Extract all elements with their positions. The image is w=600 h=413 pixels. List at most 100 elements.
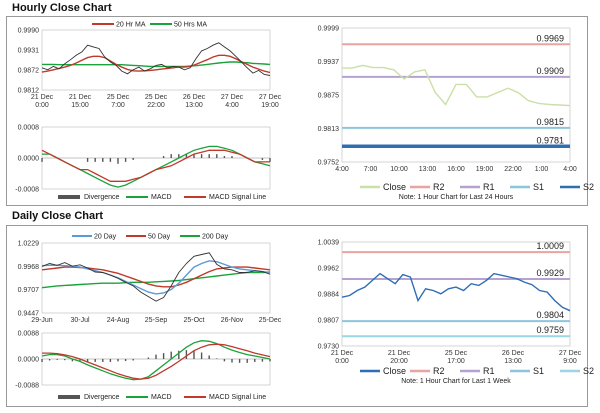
daily-pivot-s2-level-label: 0.9759 (536, 325, 564, 335)
daily-price-x-tick-5: 26-Nov (221, 317, 244, 324)
daily-pivot-s1-level-label: 0.9804 (536, 310, 564, 320)
daily-price-plot-area (41, 242, 271, 314)
hourly-pivot-y-tick-0: 0.9999 (318, 26, 340, 33)
daily-pivot-close-line (341, 272, 571, 312)
hourly-pivot-y-tick-1: 0.9937 (318, 59, 340, 66)
hourly-50hr-ma-line (42, 61, 271, 68)
daily-pivot-legend-label-2: R1 (483, 366, 495, 376)
hourly-pivot-x-tick-7: 1:00 (535, 166, 549, 173)
hourly-price-x-tick-0-b: 0:00 (35, 102, 49, 109)
daily-pivot-y-tick-1: 0.9962 (318, 266, 340, 273)
daily-pivot-legend-label-3: S1 (533, 366, 544, 376)
daily-pivot-r1-level-label: 0.9929 (536, 268, 564, 278)
daily-pivot-legend-label-0: Close (383, 366, 406, 376)
daily-pivot-r2-level-label: 1.0009 (536, 241, 564, 251)
daily-legend-20day-label: 20 Day (94, 234, 117, 241)
daily-legend-macd-label: MACD (151, 394, 172, 401)
hourly-legend-20hr-label: 20 Hr MA (116, 22, 146, 29)
hourly-price-x-tick-1-b: 15:00 (71, 102, 89, 109)
hourly-price-y-tick-1: 0.9931 (18, 47, 40, 54)
daily-price-x-tick-6: 25-Dec (259, 317, 282, 324)
hourly-pivot-x-tick-8: 4:00 (563, 166, 577, 173)
hourly-macd-signal-line (41, 149, 270, 182)
hourly-macd-y-tick-0: 0.0008 (18, 125, 40, 132)
daily-macd-y-tick-2: -0.0088 (15, 383, 39, 390)
hourly-pivot-x-tick-3: 13:00 (419, 166, 437, 173)
daily-frame (6, 225, 588, 407)
daily-legend-200day-label: 200 Day (202, 234, 229, 241)
daily-pivot-x-tick-4: 27 Dec (559, 350, 582, 357)
hourly-pivot-close-line (342, 64, 571, 107)
daily-legend-signal-label: MACD Signal Line (209, 394, 266, 401)
hourly-pivot-y-tick-2: 0.9875 (318, 93, 340, 100)
daily-200day-line (41, 271, 271, 289)
daily-pivot-y-tick-2: 0.9884 (318, 292, 340, 299)
daily-price-y-tick-1: 0.9968 (18, 264, 40, 271)
daily-price-x-tick-0: 29-Jun (31, 317, 53, 324)
hourly-legend-divergence-swatch (58, 195, 80, 199)
daily-macd-y-tick-0: 0.0088 (18, 331, 40, 338)
daily-50day-line (41, 266, 271, 288)
hourly-pivot-s1-level-label: 0.9815 (536, 117, 564, 127)
hourly-pivot-r1-level-label: 0.9909 (536, 66, 564, 76)
daily-pivot-x-tick-3: 26 Dec (502, 350, 525, 357)
hourly-price-line (41, 42, 271, 76)
hourly-pivot-legend-label-1: R2 (433, 182, 445, 192)
hourly-pivot-x-tick-0: 4:00 (335, 166, 349, 173)
daily-pivot-x-tick-1-b: 20:00 (390, 358, 408, 365)
hourly-price-plot-area (41, 29, 271, 91)
daily-price-x-tick-3: 25-Sep (145, 317, 168, 324)
hourly-pivot-x-tick-1: 7:00 (364, 166, 378, 173)
hourly-price-x-tick-4-b: 13:00 (185, 102, 203, 109)
hourly-pivot-r2-level-label: 0.9969 (536, 33, 564, 43)
daily-macd-signal-line (42, 343, 271, 380)
daily-price-y-tick-0: 1.0229 (18, 241, 40, 248)
hourly-pivot-y-tick-3: 0.9813 (318, 126, 340, 133)
hourly-price-x-tick-3-b: 22:00 (147, 102, 165, 109)
hourly-frame (6, 16, 588, 206)
daily-pivot-legend-label-1: R2 (433, 366, 445, 376)
hourly-price-x-tick-6-b: 19:00 (261, 102, 279, 109)
hourly-price-y-tick-2: 0.9872 (18, 67, 40, 74)
daily-macd-line (41, 340, 271, 381)
daily-20day-line (41, 260, 271, 295)
hourly-price-x-tick-5: 27 Dec (221, 94, 244, 101)
daily-price-x-tick-4: 25-Oct (183, 317, 204, 324)
daily-pivot-x-tick-0-b: 0:00 (335, 358, 349, 365)
daily-pivot-note: Note: 1 Hour Chart for Last 1 Week (401, 378, 511, 385)
daily-pivot-x-tick-3-b: 13:00 (504, 358, 522, 365)
hourly-price-x-tick-5-b: 4:00 (225, 102, 239, 109)
daily-price-y-tick-2: 0.9707 (18, 287, 40, 294)
hourly-legend-macd-label: MACD (151, 194, 172, 201)
hourly-pivot-x-tick-5: 19:00 (476, 166, 494, 173)
hourly-macd-y-tick-1: 0.0000 (18, 156, 40, 163)
daily-pivot-y-tick-0: 1.0039 (318, 240, 340, 247)
daily-price-x-tick-1: 30-Jul (70, 317, 90, 324)
daily-pivot-x-tick-2: 25 Dec (445, 350, 468, 357)
daily-pivot-x-tick-2-b: 17:00 (447, 358, 465, 365)
daily-pivot-y-tick-3: 0.9807 (318, 318, 340, 325)
daily-pivot-x-tick-4-b: 9:00 (563, 358, 577, 365)
daily-macd-y-tick-1: 0.0000 (18, 357, 40, 364)
hourly-pivot-legend-label-2: R1 (483, 182, 495, 192)
hourly-price-x-tick-1: 21 Dec (69, 94, 92, 101)
daily-pivot-y-tick-4: 0.9730 (318, 344, 340, 351)
hourly-pivot-legend-label-4: S2 (583, 182, 594, 192)
hourly-legend-50hr-label: 50 Hrs MA (174, 22, 207, 29)
daily-legend-50day-label: 50 Day (148, 234, 171, 241)
hourly-pivot-x-tick-6: 22:00 (504, 166, 522, 173)
hourly-pivot-legend-label-3: S1 (533, 182, 544, 192)
hourly-pivot-note: Note: 1 Hour Chart for Last 24 Hours (399, 194, 514, 201)
hourly-macd-y-tick-2: -0.0008 (15, 187, 39, 194)
hourly-price-x-tick-4: 26 Dec (183, 94, 206, 101)
hourly-price-x-tick-3: 25 Dec (145, 94, 168, 101)
hourly-price-y-tick-3: 0.9812 (18, 88, 40, 95)
hourly-pivot-s2-level-label: 0.9781 (536, 135, 564, 145)
hourly-price-x-tick-2-b: 7:00 (111, 102, 125, 109)
daily-price-x-tick-2: 24-Aug (107, 317, 130, 324)
hourly-20hr-ma-line (41, 54, 271, 74)
daily-pivot-x-tick-1: 21 Dec (388, 350, 411, 357)
hourly-legend-divergence-label: Divergence (84, 194, 120, 201)
hourly-price-y-tick-0: 0.9990 (18, 28, 40, 35)
